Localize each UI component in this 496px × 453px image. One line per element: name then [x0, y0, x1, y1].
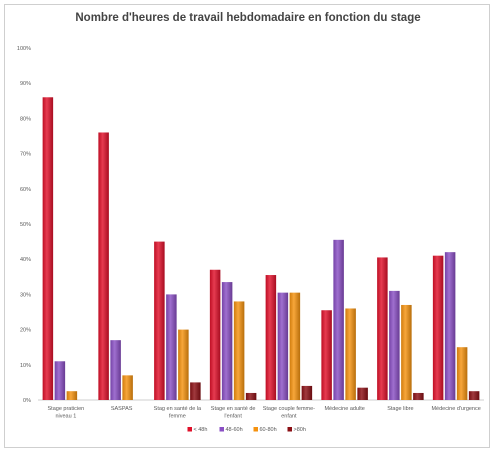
bar-4860h-5: [333, 239, 344, 400]
bar-4860h-2: [166, 294, 177, 400]
bar-80h-3: [245, 392, 257, 400]
bar-6080h-3: [233, 301, 245, 400]
bar-6080h-2: [178, 329, 189, 400]
bar-6080h-7: [456, 347, 468, 400]
x-tick-label: Stag en santé de la femme: [154, 406, 202, 420]
bar-80h-5: [357, 387, 368, 400]
x-tick-label: Médecine d'urgence: [431, 406, 480, 412]
y-tick-label: 90%: [20, 81, 31, 87]
bar-80h-6: [413, 392, 424, 400]
y-tick-label: 10%: [20, 363, 31, 369]
x-tick-label: Stage libre: [387, 406, 413, 412]
bar-48h-2: [154, 241, 165, 400]
bar-4860h-3: [221, 282, 233, 400]
x-tick-label: SASPAS: [111, 406, 133, 412]
y-tick-label: 70%: [20, 152, 31, 158]
y-tick-label: 50%: [20, 222, 31, 228]
bar-4860h-6: [389, 290, 400, 400]
chart-title: Nombre d'heures de travail hebdomadaire …: [75, 12, 421, 24]
bar-48h-0: [42, 97, 54, 400]
legend-swatch: [219, 427, 224, 432]
bar-48h-3: [209, 269, 221, 400]
y-tick-label: 80%: [20, 116, 31, 122]
y-tick-label: 100%: [17, 46, 31, 52]
bar-6080h-0: [66, 391, 78, 400]
y-tick-label: 20%: [20, 328, 31, 334]
bar-48h-7: [432, 255, 444, 400]
bar-6080h-5: [345, 308, 356, 400]
bar-80h-4: [301, 385, 313, 400]
bar-48h-5: [321, 310, 332, 400]
y-tick-label: 60%: [20, 187, 31, 193]
legend-label: 60-80h: [260, 427, 277, 433]
y-tick-label: 30%: [20, 292, 31, 298]
x-tick-label: Stage en santé de l'enfant: [211, 406, 256, 420]
bar-6080h-6: [401, 304, 412, 400]
bar-6080h-1: [122, 375, 133, 400]
legend-swatch: [187, 427, 192, 432]
legend-swatch: [287, 427, 292, 432]
y-tick-label: 40%: [20, 257, 31, 263]
legend-label: 48-60h: [226, 427, 243, 433]
x-tick-label: Stage couple femme-enfant: [263, 406, 315, 420]
x-tick-label: Stage praticien niveau 1: [48, 406, 85, 420]
bar-4860h-0: [54, 361, 66, 400]
bar-4860h-1: [110, 340, 121, 400]
bar-6080h-4: [289, 292, 301, 400]
bar-48h-6: [377, 257, 388, 400]
bar-48h-4: [265, 275, 277, 400]
bar-80h-2: [190, 382, 201, 400]
bar-4860h-4: [277, 292, 289, 400]
legend-label: >80h: [294, 427, 306, 433]
bar-80h-7: [468, 391, 480, 400]
x-tick-label: Médecine adulte: [324, 406, 364, 412]
legend-swatch: [253, 427, 258, 432]
bar-4860h-7: [444, 252, 456, 400]
legend-label: < 48h: [194, 427, 208, 433]
y-tick-label: 0%: [23, 398, 31, 404]
bar-48h-1: [98, 132, 109, 401]
